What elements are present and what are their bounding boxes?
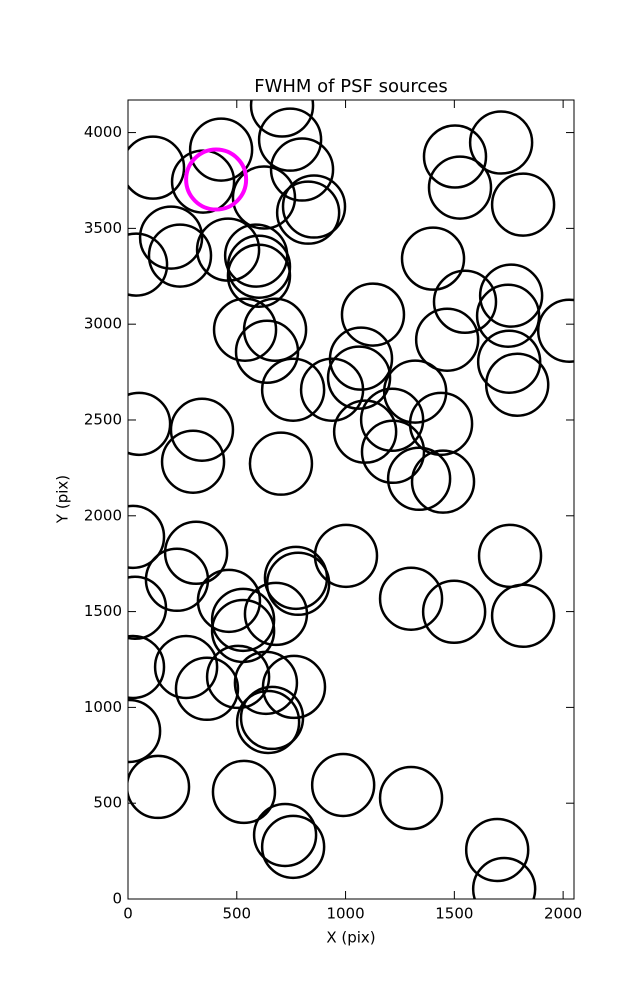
marker <box>174 656 240 722</box>
marker <box>422 124 488 189</box>
y-tick-label: 3500 <box>84 219 122 237</box>
marker <box>210 587 276 653</box>
marker <box>328 326 394 391</box>
marker <box>340 282 406 347</box>
marker <box>153 634 219 700</box>
marker <box>414 307 480 372</box>
marker <box>128 698 162 764</box>
marker <box>211 759 277 825</box>
marker <box>484 352 550 417</box>
x-tick-label: 1000 <box>326 905 364 923</box>
x-tick-label: 0 <box>123 905 133 923</box>
marker <box>359 387 425 453</box>
marker <box>427 155 493 220</box>
marker <box>536 298 574 363</box>
x-tick-label: 2000 <box>544 905 582 923</box>
marker <box>252 802 318 868</box>
marker <box>476 329 542 394</box>
marker <box>163 520 229 586</box>
marker <box>128 135 186 200</box>
highlight-marker <box>184 147 249 212</box>
marker <box>310 752 376 818</box>
marker <box>231 165 297 230</box>
y-tick-label: 0 <box>112 890 122 908</box>
marker <box>490 172 556 237</box>
marker <box>138 205 204 270</box>
marker <box>248 431 314 496</box>
marker <box>205 644 271 710</box>
marker <box>226 243 292 308</box>
x-tick-label: 1500 <box>435 905 473 923</box>
marker <box>239 685 305 751</box>
marker <box>261 654 327 720</box>
marker <box>477 523 543 589</box>
marker <box>234 319 300 385</box>
marker <box>226 234 292 299</box>
chart-title: FWHM of PSF sources <box>254 76 448 97</box>
y-tick-label: 4000 <box>84 123 122 141</box>
marker <box>326 345 392 410</box>
marker <box>263 545 329 611</box>
marker <box>128 391 172 457</box>
marker <box>169 397 235 463</box>
marker <box>260 814 326 880</box>
marker <box>400 226 466 291</box>
marker <box>128 634 166 700</box>
marker <box>235 689 301 755</box>
marker <box>269 137 335 202</box>
marker <box>249 100 315 138</box>
x-tick-label: 500 <box>222 905 251 923</box>
marker <box>265 551 331 617</box>
marker <box>212 297 278 362</box>
marker <box>360 419 426 485</box>
y-tick-label: 2000 <box>84 506 122 524</box>
y-tick-label: 500 <box>93 794 122 812</box>
marker <box>471 856 537 899</box>
marker <box>386 446 452 512</box>
marker <box>378 566 444 632</box>
marker <box>478 263 544 328</box>
marker <box>410 449 476 514</box>
marker <box>257 107 323 172</box>
y-tick-label: 1000 <box>84 698 122 716</box>
marker <box>313 523 379 589</box>
marker <box>260 357 326 422</box>
y-axis-label: Y (pix) <box>54 475 72 524</box>
marker <box>378 765 444 831</box>
marker <box>421 579 487 645</box>
marker <box>275 180 341 245</box>
axes-frame <box>127 99 575 900</box>
marker <box>188 117 254 182</box>
marker <box>468 110 534 175</box>
marker <box>128 504 166 570</box>
marker <box>147 223 213 288</box>
marker <box>382 359 448 424</box>
marker <box>464 817 530 883</box>
marker <box>128 232 169 297</box>
marker <box>128 754 191 820</box>
y-tick-label: 1500 <box>84 602 122 620</box>
marker <box>408 391 474 457</box>
marker <box>281 174 347 239</box>
marker <box>332 399 398 464</box>
marker <box>475 283 541 348</box>
marker <box>196 568 262 634</box>
marker <box>160 429 226 495</box>
marker <box>432 269 498 335</box>
y-tick-label: 3000 <box>84 315 122 333</box>
y-tick-label: 2500 <box>84 410 122 428</box>
marker <box>490 583 556 649</box>
plot-area <box>128 100 574 899</box>
x-axis-label: X (pix) <box>326 929 375 947</box>
marker <box>233 650 299 716</box>
